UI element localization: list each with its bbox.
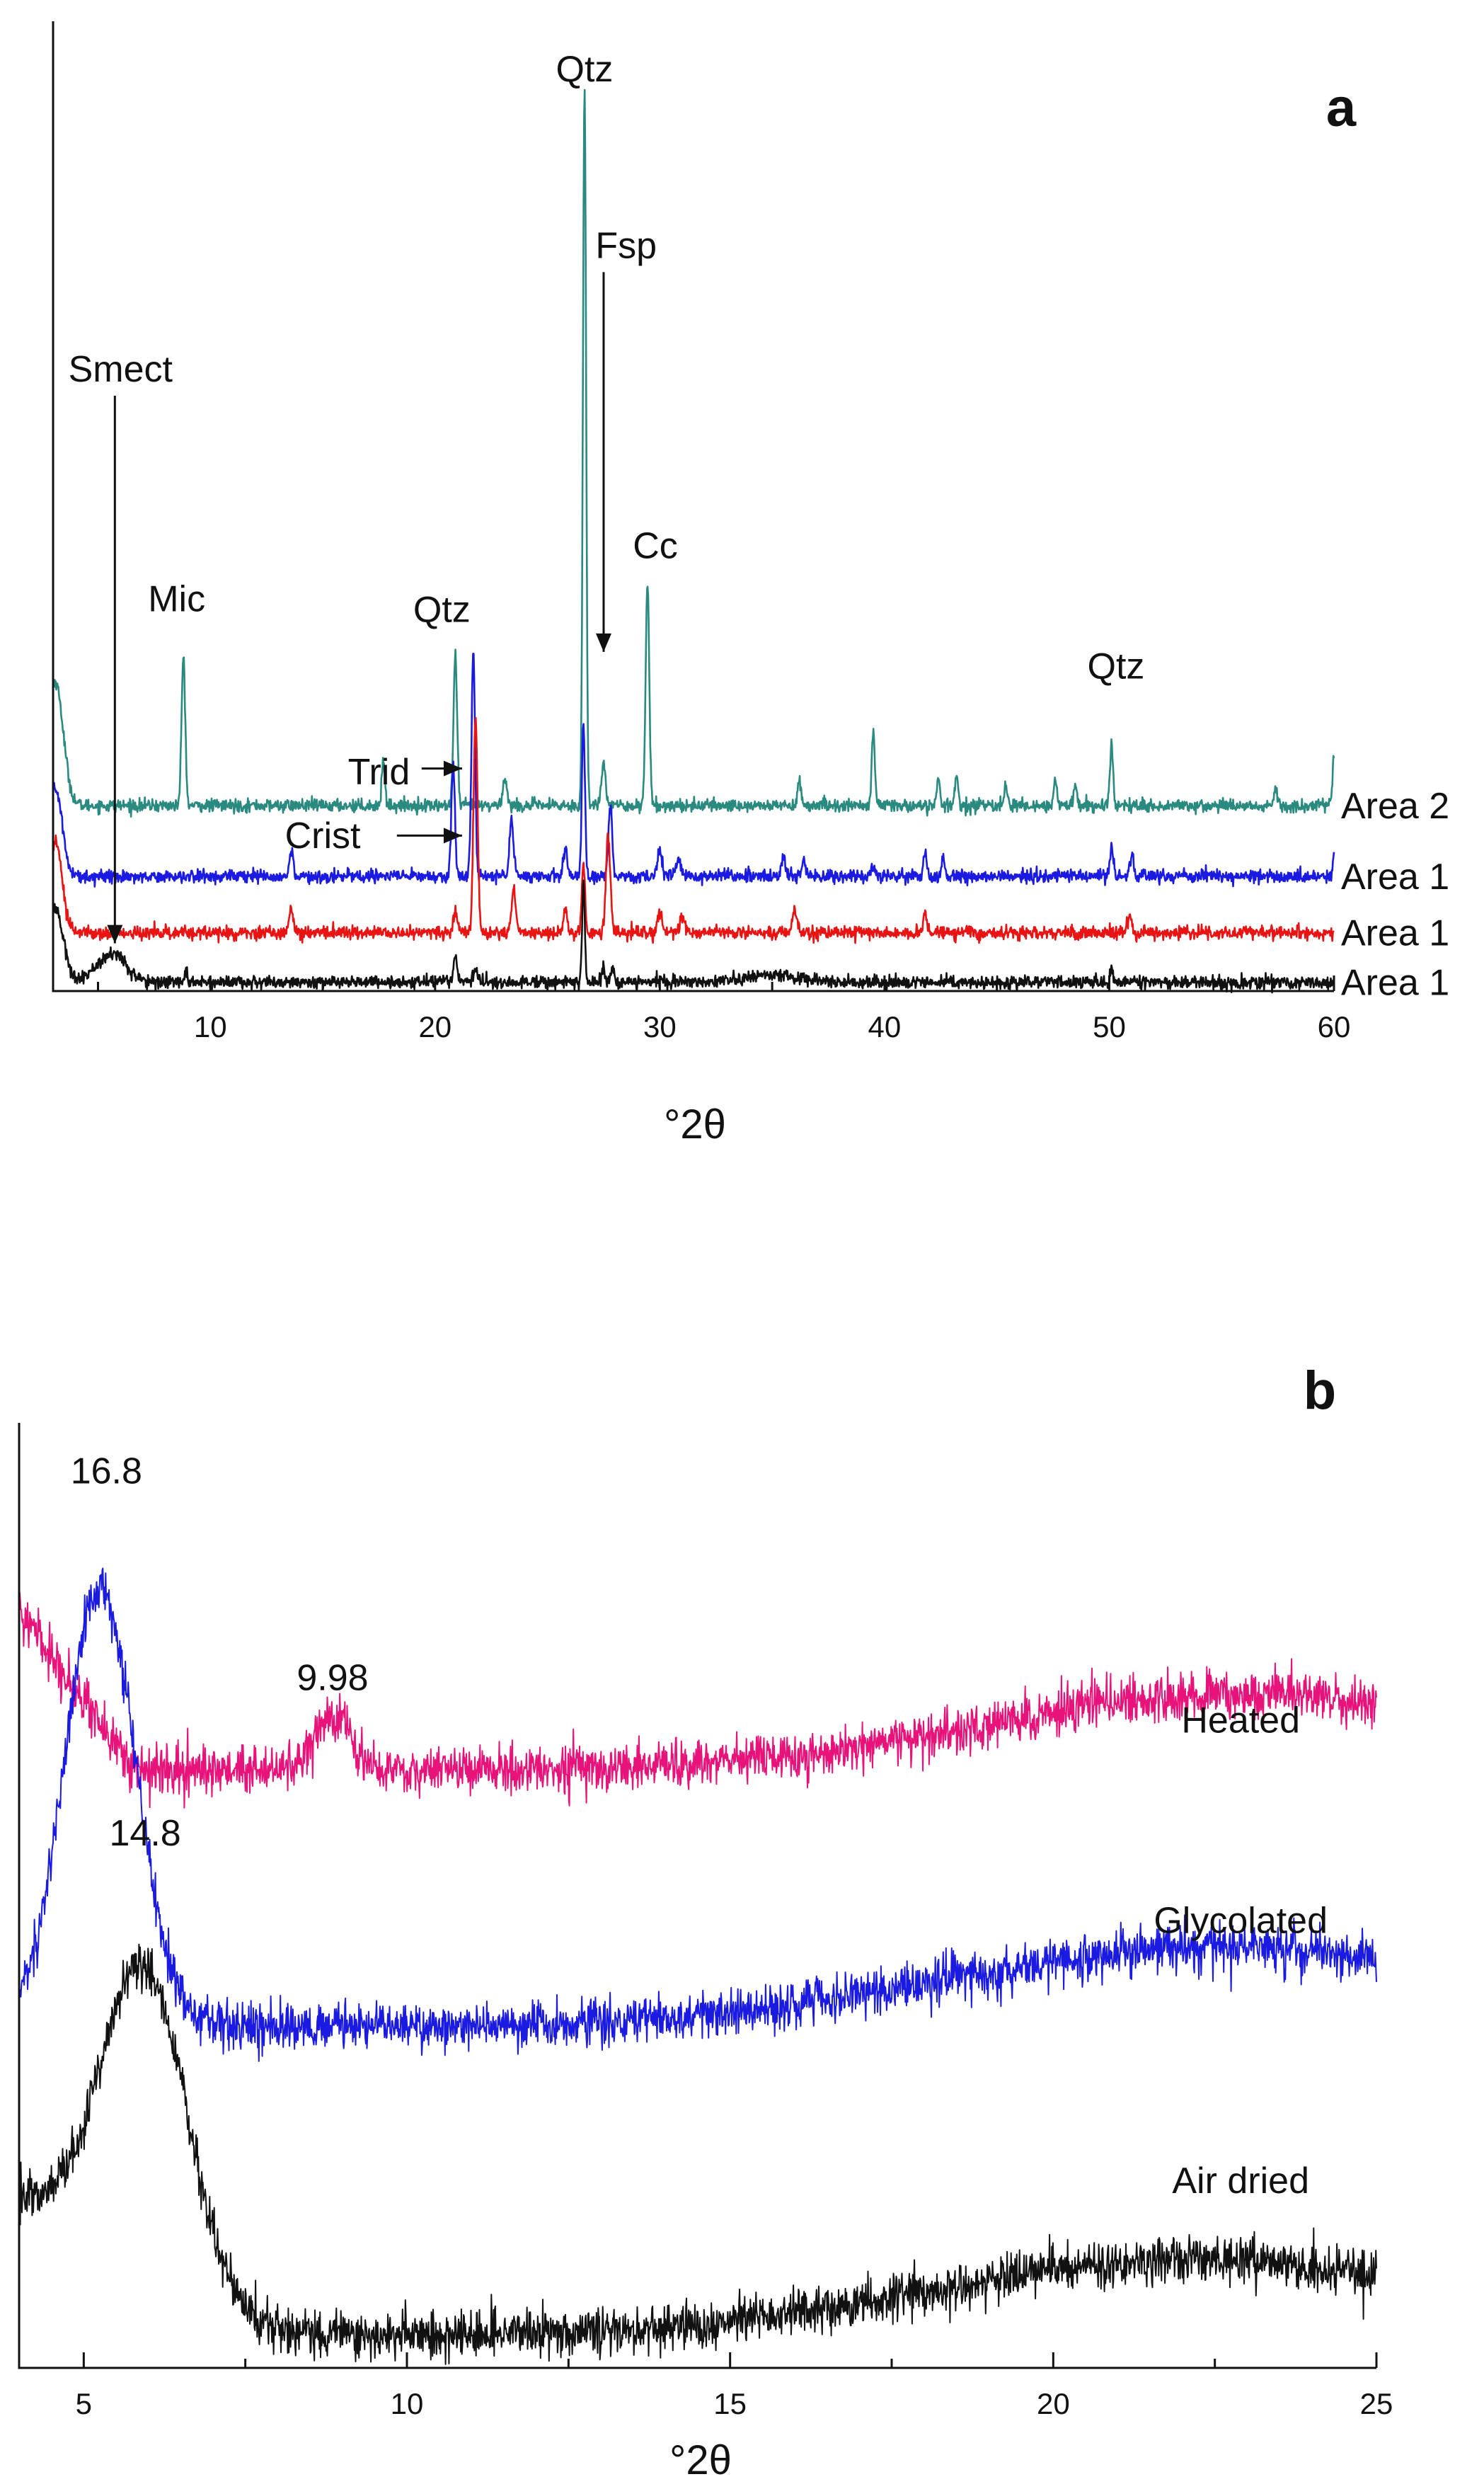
annotation-label-4: Mic (148, 578, 205, 619)
series-line-area-1-3 (52, 879, 1335, 994)
x-tick-label: 30 (643, 1010, 677, 1043)
annotation-label-5: Air dried (1172, 2160, 1309, 2202)
panel-a-chart: Area 2 Area 1 Area 1 Area 1 Qtz Fsp Smect Cc Mic… (52, 21, 1449, 1147)
x-tick-label: 15 (713, 2387, 747, 2420)
x-tick-label: 60 (1318, 1010, 1351, 1043)
annotation-label-8: Crist (285, 815, 361, 857)
annotation-label-6: Qtz (1088, 646, 1145, 687)
x-tick-label: 10 (391, 2387, 424, 2420)
annotation-label-4: Glycolated (1154, 1901, 1328, 1942)
x-tick-label: 25 (1360, 2387, 1393, 2420)
annotation-label-0: Qtz (556, 49, 614, 90)
x-tick-label: 40 (868, 1010, 902, 1043)
series-line-area-1-2 (52, 716, 1335, 944)
annotation-label-2: 14.8 (109, 1813, 180, 1854)
annotation-label-1: Fsp (595, 225, 657, 266)
axis-frame (18, 1423, 1376, 2369)
annotation-label-3: Heated (1181, 1700, 1300, 1741)
series-label-1: Area 1 (1341, 857, 1449, 898)
annotation-label-7: Trid (348, 752, 410, 793)
x-tick-label: 20 (418, 1010, 451, 1043)
series-label-2: Area 1 (1341, 913, 1449, 954)
x-axis-label: °2θ (669, 2437, 732, 2483)
series-line-area-2-0 (52, 88, 1335, 818)
series-line-glycolated-1 (18, 1567, 1377, 2062)
x-tick-label: 10 (194, 1010, 227, 1043)
series-label-0: Area 2 (1341, 786, 1449, 827)
x-tick-label: 5 (76, 2387, 92, 2420)
panel-letter: b (1304, 1361, 1336, 1421)
x-tick-label: 50 (1093, 1010, 1126, 1043)
axis-frame (52, 21, 1334, 992)
x-axis-label: °2θ (664, 1101, 726, 1147)
annotation-label-5: Qtz (413, 589, 471, 630)
series-label-3: Area 1 (1341, 963, 1449, 1004)
annotation-arrowhead-2 (443, 760, 462, 777)
series-line-heated-0 (18, 1591, 1377, 1809)
series-line-area-1-1 (52, 652, 1335, 888)
annotation-label-2: Smect (69, 349, 173, 390)
annotation-label-3: Cc (633, 526, 678, 567)
panel-b-chart: 16.8 9.98 14.8 Heated Glycolated Air dried 5 10… (18, 1361, 1393, 2483)
annotation-label-0: 16.8 (71, 1450, 142, 1492)
annotation-arrowhead-0 (595, 633, 611, 652)
annotation-arrowhead-3 (443, 828, 462, 844)
annotation-label-1: 9.98 (297, 1657, 368, 1698)
panel-letter: a (1326, 78, 1357, 138)
x-tick-label: 20 (1037, 2387, 1070, 2420)
series-line-air-dried-2 (18, 1943, 1377, 2365)
annotation-arrowhead-1 (107, 925, 123, 944)
